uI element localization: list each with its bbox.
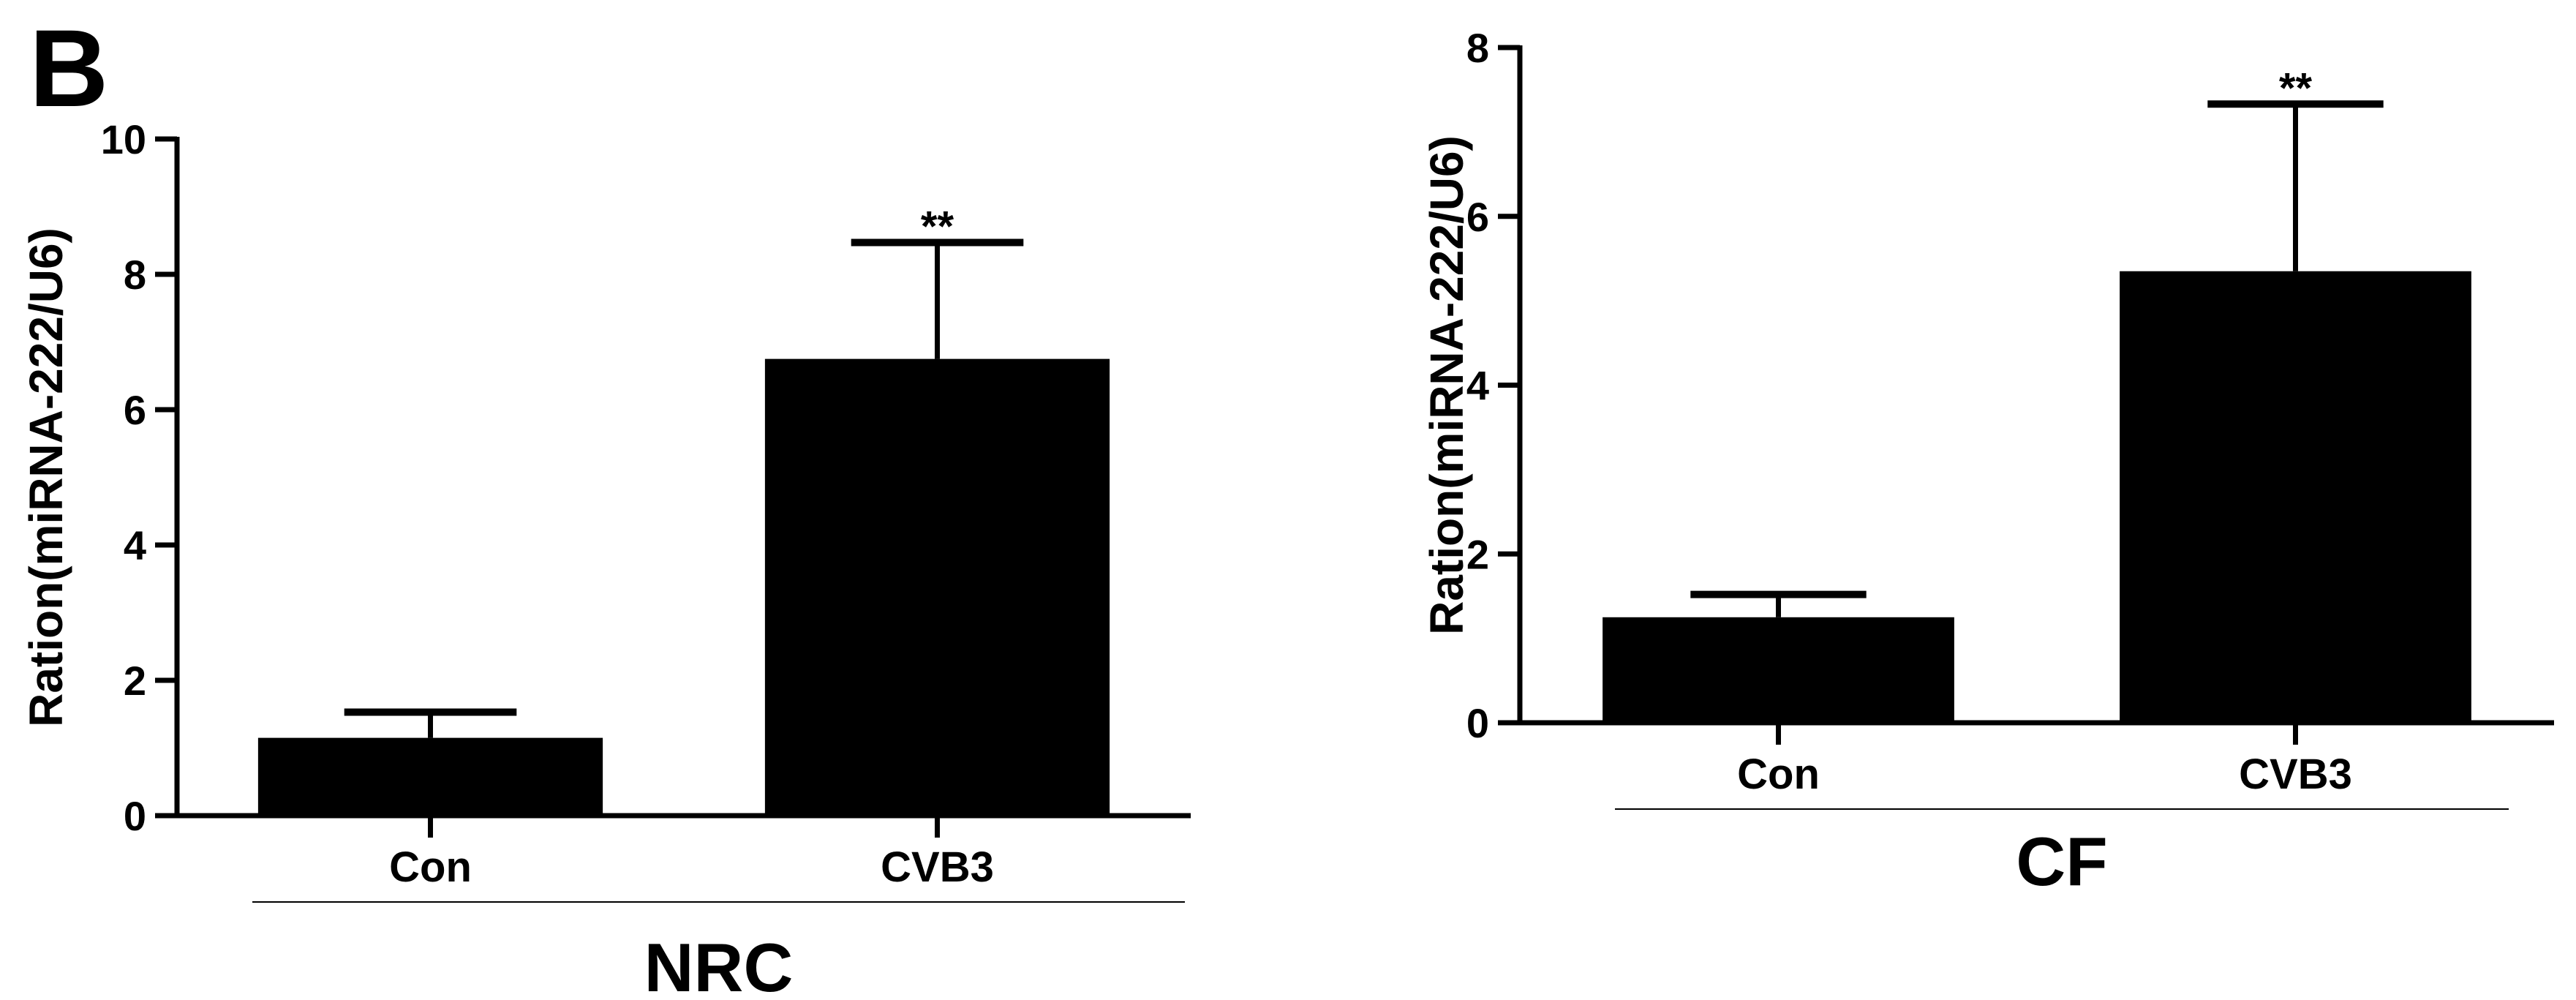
y-tick-label: 10 <box>101 116 146 162</box>
y-axis-label: Ration(miRNA-222/U6) <box>20 228 72 727</box>
x-tick-label: Con <box>389 843 472 891</box>
significance-label: ** <box>2279 64 2313 112</box>
y-tick-label: 4 <box>1466 363 1489 409</box>
x-tick-label: CVB3 <box>2239 751 2352 798</box>
y-tick-label: 8 <box>124 252 146 298</box>
y-tick-label: 2 <box>124 658 146 704</box>
chart-nrc: 0 2 4 6 8 10 Ration(miRNA-222/U6) Con CVB3 ** NRC <box>20 116 1191 1000</box>
chart-cf: 0 2 4 6 8 Ration(miRNA-222/U6) Con CVB3 ** CF <box>1420 25 2554 900</box>
y-tick-label: 0 <box>1466 700 1489 746</box>
y-tick-label: 8 <box>1466 25 1489 71</box>
group-label: NRC <box>644 929 794 1000</box>
panel-label: B <box>29 7 108 129</box>
x-tick-label: Con <box>1737 751 1820 798</box>
y-tick-label: 6 <box>124 387 146 433</box>
bar-con <box>257 737 603 816</box>
y-axis-label: Ration(miRNA-222/U6) <box>1420 135 1473 635</box>
bar-cvb3 <box>764 358 1110 816</box>
x-tick-label: CVB3 <box>881 843 994 891</box>
bar-con <box>1603 617 1954 723</box>
y-tick-label: 6 <box>1466 194 1489 240</box>
significance-label: ** <box>921 203 954 251</box>
bar-cvb3 <box>2120 271 2471 723</box>
y-tick-label: 2 <box>1466 531 1489 577</box>
y-tick-label: 0 <box>124 793 146 839</box>
group-label: CF <box>2016 823 2107 900</box>
y-tick-label: 4 <box>124 522 146 568</box>
